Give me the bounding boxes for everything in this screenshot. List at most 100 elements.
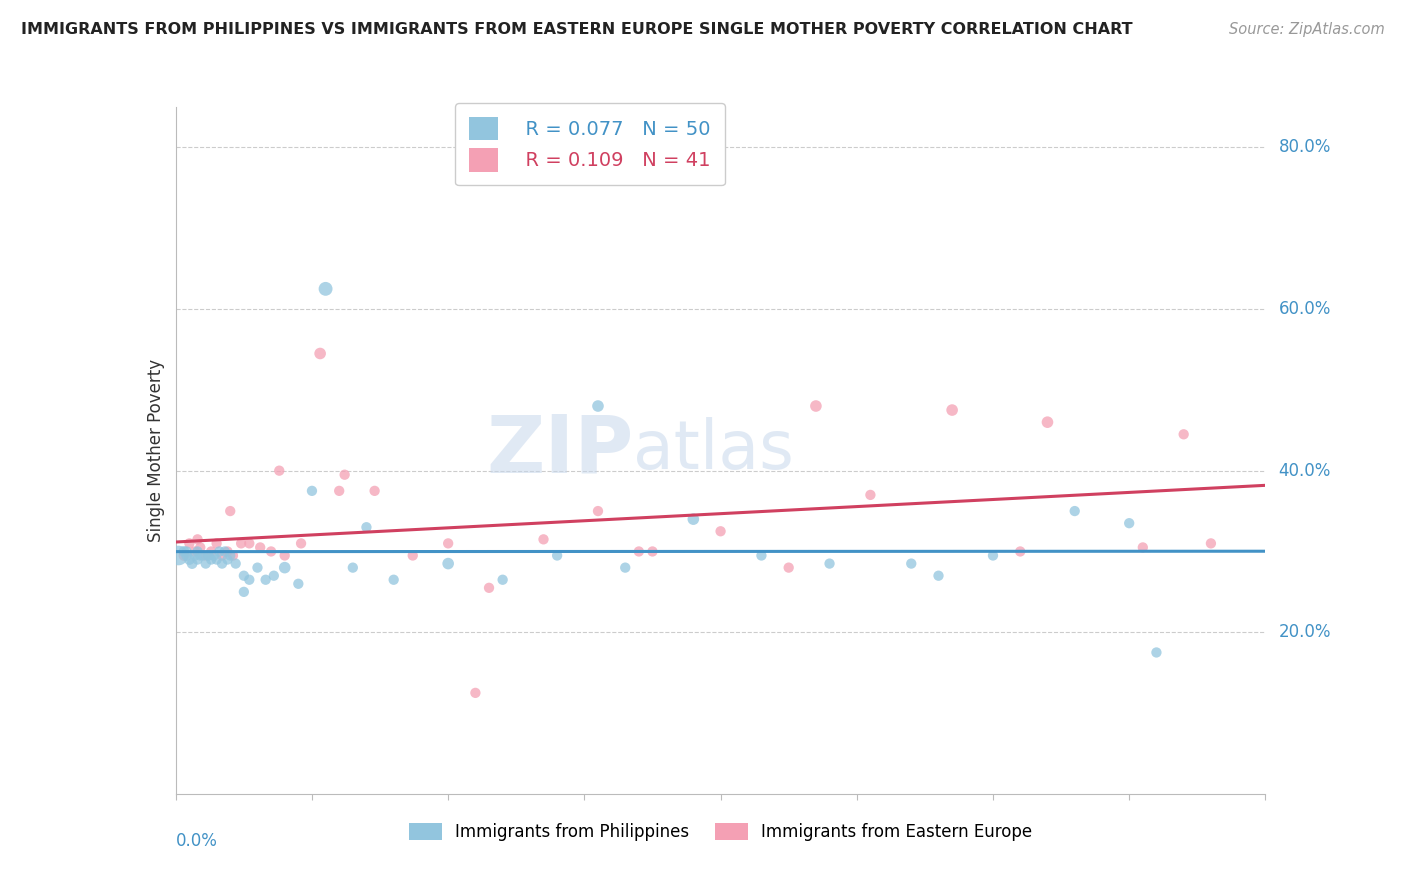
Text: atlas: atlas: [633, 417, 794, 483]
Point: [818, 557, 841, 571]
Point: [274, 560, 297, 574]
Point: [941, 403, 963, 417]
Point: [627, 544, 650, 558]
Point: [464, 686, 486, 700]
Point: [219, 504, 242, 518]
Point: [263, 568, 285, 582]
Point: [188, 549, 211, 563]
Point: [301, 483, 323, 498]
Point: [211, 557, 233, 571]
Text: 0.0%: 0.0%: [176, 831, 218, 850]
Point: [1063, 504, 1085, 518]
Point: [641, 544, 664, 558]
Point: [342, 560, 364, 574]
Point: [315, 282, 337, 296]
Point: [238, 573, 260, 587]
Text: ZIP: ZIP: [486, 411, 633, 490]
Point: [184, 544, 207, 558]
Point: [173, 544, 195, 558]
Point: [333, 467, 356, 482]
Point: [179, 552, 201, 566]
Point: [710, 524, 733, 539]
Point: [194, 557, 217, 571]
Point: [176, 549, 198, 563]
Point: [254, 573, 277, 587]
Point: [586, 504, 609, 518]
Point: [208, 544, 231, 558]
Point: [246, 560, 269, 574]
Point: [194, 549, 217, 563]
Point: [981, 549, 1004, 563]
Point: [287, 576, 309, 591]
Point: [202, 549, 225, 563]
Point: [546, 549, 568, 563]
Point: [186, 544, 209, 558]
Point: [222, 549, 245, 563]
Point: [200, 552, 222, 566]
Point: [184, 549, 207, 563]
Point: [214, 544, 236, 558]
Point: [225, 557, 247, 571]
Point: [290, 536, 312, 550]
Point: [751, 549, 773, 563]
Point: [804, 399, 827, 413]
Text: 20.0%: 20.0%: [1278, 624, 1331, 641]
Point: [217, 552, 239, 566]
Point: [1118, 516, 1140, 531]
Point: [274, 549, 297, 563]
Point: [1010, 544, 1032, 558]
Point: [900, 557, 922, 571]
Point: [1199, 536, 1222, 550]
Legend: Immigrants from Philippines, Immigrants from Eastern Europe: Immigrants from Philippines, Immigrants …: [402, 816, 1039, 847]
Point: [167, 549, 190, 563]
Point: [205, 552, 228, 566]
Point: [269, 464, 291, 478]
Point: [1173, 427, 1195, 442]
Point: [191, 549, 214, 563]
Point: [186, 533, 209, 547]
Point: [200, 544, 222, 558]
Point: [181, 557, 204, 571]
Point: [1036, 415, 1059, 429]
Point: [179, 536, 201, 550]
Point: [356, 520, 378, 534]
Point: [437, 536, 460, 550]
Point: [492, 573, 515, 587]
Point: [197, 549, 219, 563]
Point: [309, 346, 332, 360]
Point: [205, 536, 228, 550]
Point: [859, 488, 882, 502]
Point: [328, 483, 350, 498]
Point: [614, 560, 637, 574]
Y-axis label: Single Mother Poverty: Single Mother Poverty: [146, 359, 165, 542]
Point: [231, 536, 253, 550]
Point: [382, 573, 405, 587]
Point: [232, 568, 254, 582]
Point: [1132, 541, 1154, 555]
Point: [173, 549, 195, 563]
Point: [778, 560, 800, 574]
Text: 80.0%: 80.0%: [1278, 138, 1331, 156]
Point: [232, 585, 254, 599]
Point: [478, 581, 501, 595]
Point: [188, 541, 211, 555]
Point: [260, 544, 283, 558]
Point: [586, 399, 609, 413]
Point: [197, 549, 219, 563]
Point: [176, 544, 198, 558]
Text: 60.0%: 60.0%: [1278, 300, 1331, 318]
Point: [186, 552, 209, 566]
Point: [249, 541, 271, 555]
Text: 40.0%: 40.0%: [1278, 462, 1331, 480]
Text: Source: ZipAtlas.com: Source: ZipAtlas.com: [1229, 22, 1385, 37]
Point: [217, 544, 239, 558]
Point: [363, 483, 385, 498]
Point: [437, 557, 460, 571]
Point: [402, 549, 425, 563]
Point: [533, 533, 555, 547]
Point: [682, 512, 704, 526]
Text: IMMIGRANTS FROM PHILIPPINES VS IMMIGRANTS FROM EASTERN EUROPE SINGLE MOTHER POVE: IMMIGRANTS FROM PHILIPPINES VS IMMIGRANT…: [21, 22, 1133, 37]
Point: [928, 568, 950, 582]
Point: [219, 549, 242, 563]
Point: [238, 536, 260, 550]
